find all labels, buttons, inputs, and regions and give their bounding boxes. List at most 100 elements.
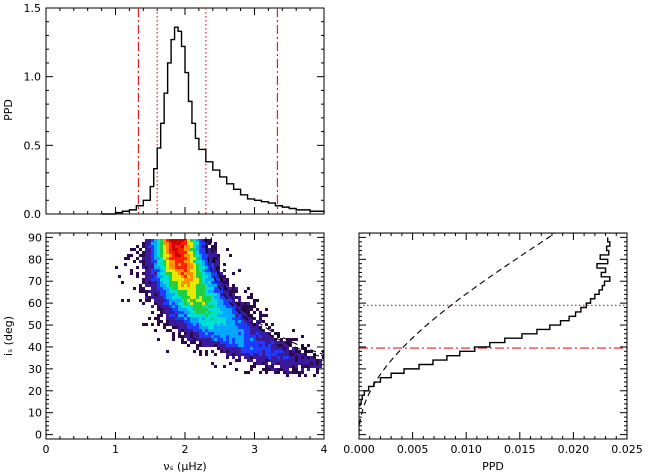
heatmap-cell [178, 260, 181, 263]
heatmap-cell [157, 302, 160, 305]
heatmap-cell [229, 311, 232, 314]
heatmap-cell [196, 326, 199, 329]
heatmap-cell [172, 263, 175, 266]
heatmap-cell [199, 284, 202, 287]
heatmap-cell [172, 260, 175, 263]
heatmap-cell [178, 266, 181, 269]
heatmap-cell [214, 254, 217, 257]
heatmap-cell [214, 290, 217, 293]
heatmap-cell [163, 296, 166, 299]
heatmap-cell [244, 338, 247, 341]
heatmap-cell [292, 353, 295, 356]
heatmap-cell [256, 329, 259, 332]
heatmap-cell [163, 308, 166, 311]
heatmap-cell [184, 311, 187, 314]
heatmap-cell [247, 341, 250, 344]
heatmap-cell [295, 365, 298, 368]
heatmap-cell [178, 281, 181, 284]
heatmap-cell [151, 281, 154, 284]
heatmap-cell [199, 314, 202, 317]
heatmap-cell [160, 314, 163, 317]
heatmap-cell [190, 311, 193, 314]
heatmap-cell [250, 368, 253, 371]
heatmap-cell [163, 257, 166, 260]
heatmap-cell [223, 278, 226, 281]
heatmap-cell [205, 311, 208, 314]
heatmap-cell [244, 347, 247, 350]
heatmap-cell [217, 257, 220, 260]
heatmap-cell [250, 323, 253, 326]
heatmap-cell [238, 314, 241, 317]
heatmap-cell [181, 308, 184, 311]
heatmap-cell [271, 344, 274, 347]
heatmap-cell [172, 266, 175, 269]
heatmap-cell [259, 338, 262, 341]
heatmap-cell [190, 269, 193, 272]
heatmap-cell [211, 257, 214, 260]
heatmap-cell [208, 326, 211, 329]
heatmap-cell [181, 320, 184, 323]
heatmap-cell [232, 332, 235, 335]
heatmap-cell [196, 281, 199, 284]
heatmap-cell [196, 245, 199, 248]
heatmap-cell [241, 302, 244, 305]
heatmap-cell [271, 347, 274, 350]
heatmap-cell [178, 296, 181, 299]
heatmap-cell [181, 239, 184, 242]
heatmap-cell [136, 245, 139, 248]
heatmap-cell [163, 269, 166, 272]
heatmap-cell [301, 335, 304, 338]
heatmap-cell [178, 329, 181, 332]
top-marks [101, 8, 325, 215]
heatmap-cell [277, 359, 280, 362]
heatmap-cell [244, 308, 247, 311]
heatmap-cell [193, 326, 196, 329]
heatmap-cell [163, 242, 166, 245]
heatmap-cell [220, 350, 223, 353]
bl-y-tick-label: 30 [28, 363, 42, 376]
heatmap-cell [154, 296, 157, 299]
heatmap-cell [205, 239, 208, 242]
heatmap-cell [193, 302, 196, 305]
heatmap-cell [190, 254, 193, 257]
heatmap-cell [193, 257, 196, 260]
heatmap-cell [268, 332, 271, 335]
heatmap-cell [154, 257, 157, 260]
heatmap-cell [178, 287, 181, 290]
heatmap-cell [217, 317, 220, 320]
heatmap-cell [151, 260, 154, 263]
top-y-tick-label: 0.5 [24, 139, 42, 152]
heatmap-cell [301, 365, 304, 368]
heatmap-cell [181, 260, 184, 263]
heatmap-cell [274, 344, 277, 347]
heatmap-cell [217, 314, 220, 317]
heatmap-cell [241, 338, 244, 341]
heatmap-cell [151, 293, 154, 296]
heatmap-cell [277, 371, 280, 374]
heatmap-cell [163, 302, 166, 305]
bl-x-tick-label: 1 [112, 443, 119, 456]
heatmap-cell [160, 290, 163, 293]
heatmap-cell [259, 335, 262, 338]
heatmap-cell [262, 344, 265, 347]
heatmap-cell [235, 290, 238, 293]
heatmap-cell [190, 293, 193, 296]
heatmap-cell [181, 317, 184, 320]
heatmap-cell [220, 347, 223, 350]
heatmap-cell [202, 266, 205, 269]
heatmap-cell [265, 353, 268, 356]
heatmap-cell [184, 323, 187, 326]
heatmap-cell [292, 338, 295, 341]
heatmap-cell [256, 359, 259, 362]
heatmap-cell [172, 296, 175, 299]
heatmap-cell [226, 335, 229, 338]
heatmap-cell [202, 278, 205, 281]
heatmap-cell [226, 314, 229, 317]
heatmap-cell [157, 287, 160, 290]
heatmap-cell [148, 290, 151, 293]
heatmap-cell [199, 248, 202, 251]
bl-x-tick-label: 2 [182, 443, 189, 456]
heatmap-cell [211, 314, 214, 317]
heatmap-cell [196, 266, 199, 269]
